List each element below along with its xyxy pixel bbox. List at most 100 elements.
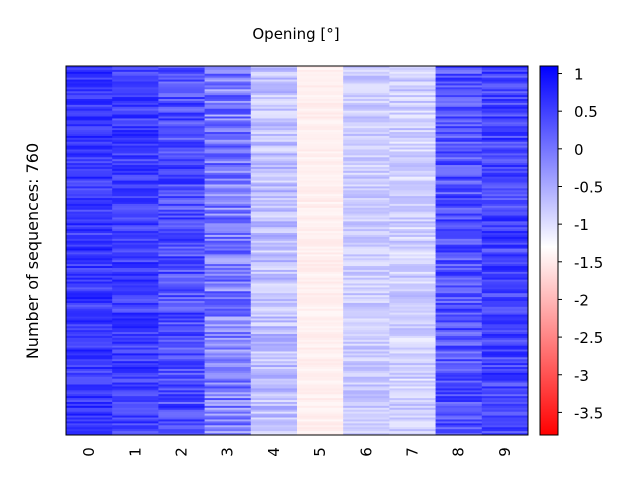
- heatmap-cell: [250, 89, 298, 92]
- heatmap-cell: [297, 417, 344, 420]
- heatmap-cell: [481, 172, 529, 176]
- heatmap-cell: [112, 147, 159, 151]
- heatmap-cell: [297, 159, 344, 162]
- heatmap-cell: [250, 372, 298, 376]
- heatmap-cell: [389, 401, 437, 405]
- heatmap-cell: [297, 165, 344, 168]
- heatmap-cell: [389, 260, 437, 263]
- heatmap-cell: [481, 382, 529, 386]
- heatmap-cell: [389, 334, 437, 337]
- heatmap-cell: [250, 421, 298, 424]
- heatmap-cell: [481, 219, 529, 222]
- heatmap-cell: [250, 120, 298, 123]
- heatmap-cell: [435, 184, 483, 187]
- heatmap-cell: [204, 69, 252, 73]
- heatmap-cell: [158, 365, 206, 368]
- heatmap-cell: [66, 328, 113, 331]
- heatmap-cell: [66, 394, 113, 397]
- heatmap-cell: [250, 184, 298, 187]
- heatmap-cell: [250, 95, 298, 98]
- heatmap-cell: [297, 135, 344, 139]
- heatmap-cell: [66, 337, 113, 341]
- heatmap-cell: [297, 398, 344, 401]
- heatmap-cell: [112, 176, 159, 180]
- heatmap-cell: [389, 201, 437, 205]
- heatmap-cell: [204, 178, 252, 182]
- heatmap-cell: [389, 304, 437, 308]
- heatmap-cell: [66, 174, 113, 178]
- heatmap-cell: [66, 168, 113, 172]
- heatmap-cell: [158, 172, 206, 176]
- heatmap-cell: [481, 293, 529, 296]
- heatmap-cell: [112, 97, 159, 100]
- heatmap-cell: [250, 396, 298, 399]
- heatmap-cell: [66, 93, 113, 96]
- heatmap-cell: [112, 384, 159, 387]
- heatmap-cell: [250, 258, 298, 261]
- heatmap-cell: [343, 316, 390, 319]
- heatmap-cell: [343, 141, 390, 145]
- heatmap-cell: [435, 178, 483, 182]
- heatmap-cell: [66, 271, 113, 275]
- heatmap-cell: [435, 308, 483, 312]
- heatmap-cell: [112, 310, 159, 314]
- heatmap-cell: [204, 419, 252, 422]
- heatmap-cell: [158, 66, 206, 69]
- heatmap-cell: [481, 143, 529, 147]
- heatmap-cell: [112, 256, 159, 259]
- heatmap-cell: [389, 67, 437, 71]
- heatmap-cell: [204, 318, 252, 321]
- heatmap-cell: [435, 285, 483, 288]
- heatmap-cell: [204, 71, 252, 75]
- heatmap-cell: [297, 256, 344, 259]
- heatmap-cell: [204, 242, 252, 246]
- heatmap-cell: [389, 188, 437, 191]
- heatmap-cell: [297, 400, 344, 403]
- heatmap-cell: [158, 182, 206, 185]
- heatmap-cell: [66, 198, 113, 201]
- heatmap-cell: [250, 233, 298, 236]
- heatmap-cell: [66, 419, 113, 422]
- heatmap-cell: [481, 281, 529, 285]
- heatmap-cell: [297, 114, 344, 117]
- heatmap-cell: [250, 104, 298, 108]
- heatmap-cell: [481, 380, 529, 384]
- heatmap-cell: [204, 372, 252, 376]
- heatmap-cell: [389, 363, 437, 366]
- heatmap-cell: [158, 312, 206, 316]
- heatmap-cell: [389, 299, 437, 302]
- heatmap-cell: [250, 337, 298, 341]
- heatmap-cell: [204, 417, 252, 420]
- heatmap-cell: [112, 429, 159, 432]
- heatmap-cell: [343, 343, 390, 347]
- heatmap-cell: [250, 137, 298, 141]
- heatmap-cell: [481, 267, 529, 271]
- heatmap-cell: [158, 431, 206, 434]
- heatmap-cell: [250, 135, 298, 139]
- heatmap-cell: [389, 271, 437, 275]
- heatmap-cell: [389, 279, 437, 283]
- heatmap-cell: [389, 207, 437, 211]
- heatmap-cell: [343, 209, 390, 213]
- heatmap-cell: [66, 384, 113, 387]
- heatmap-cell: [343, 240, 390, 244]
- heatmap-cell: [435, 198, 483, 201]
- heatmap-cell: [389, 143, 437, 147]
- heatmap-cell: [343, 308, 390, 312]
- heatmap-cell: [435, 192, 483, 195]
- heatmap-cell: [158, 386, 206, 389]
- heatmap-cell: [250, 260, 298, 263]
- heatmap-cell: [158, 275, 206, 279]
- heatmap-cell: [297, 266, 344, 269]
- heatmap-cell: [435, 176, 483, 180]
- heatmap-cell: [250, 318, 298, 321]
- heatmap-cell: [250, 114, 298, 117]
- heatmap-cell: [343, 85, 390, 88]
- heatmap-cell: [158, 271, 206, 275]
- heatmap-cell: [481, 349, 529, 352]
- heatmap-cell: [66, 246, 113, 250]
- heatmap-cell: [435, 77, 483, 81]
- heatmap-cell: [66, 240, 113, 244]
- heatmap-cell: [297, 174, 344, 178]
- heatmap-cell: [481, 91, 529, 94]
